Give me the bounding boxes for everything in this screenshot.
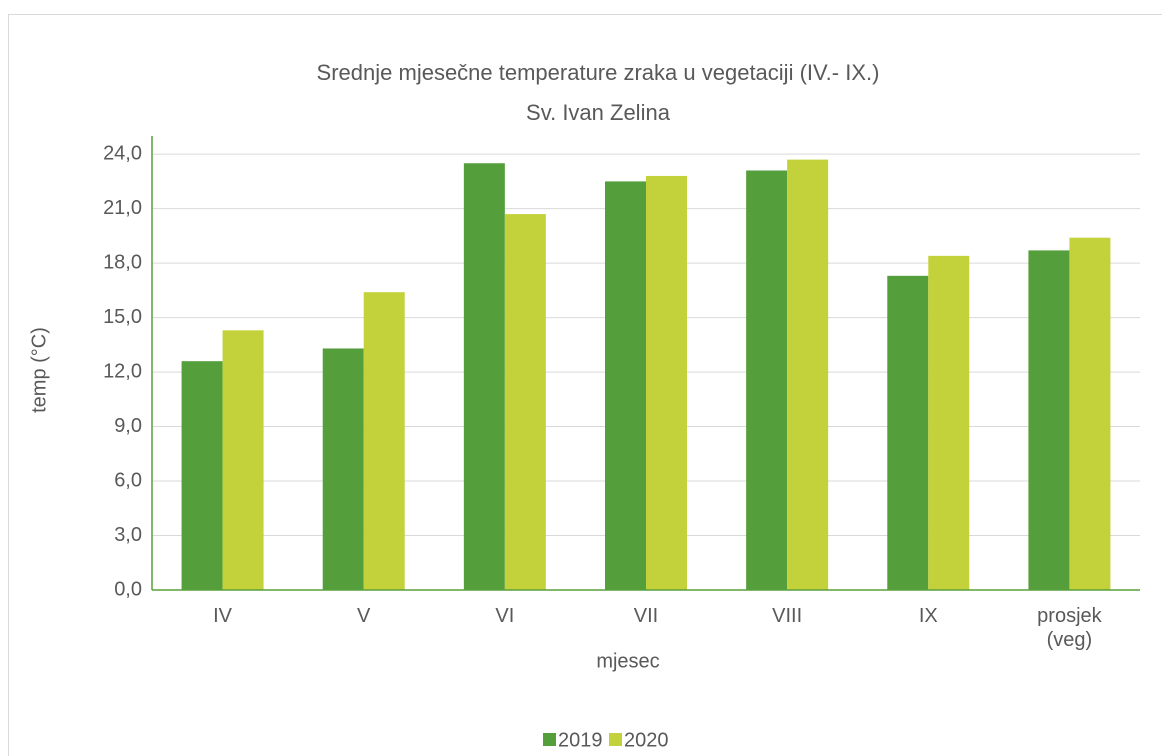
bar <box>463 163 505 591</box>
y-tick-label: 6,0 <box>114 469 142 491</box>
y-tick-label: 3,0 <box>114 524 142 546</box>
x-tick-label: IV <box>213 605 233 627</box>
bar <box>322 348 364 590</box>
y-tick-label: 9,0 <box>114 415 142 437</box>
y-tick-label: 15,0 <box>103 306 142 328</box>
bar <box>787 159 829 590</box>
legend-swatch <box>609 733 622 746</box>
bar <box>222 330 264 590</box>
bar <box>1069 237 1111 591</box>
bar <box>504 214 546 590</box>
x-tick-label: VI <box>495 605 515 627</box>
x-tick-label: VII <box>633 605 659 627</box>
x-axis-label: mjesec <box>596 650 659 672</box>
y-tick-label: 0,0 <box>114 578 142 600</box>
legend-label: 2020 <box>624 729 669 751</box>
y-tick-label: 12,0 <box>103 360 142 382</box>
bar <box>646 175 687 590</box>
bar <box>181 361 223 590</box>
bar <box>746 170 788 590</box>
x-tick-label: IX <box>918 605 938 627</box>
legend-swatch <box>543 733 556 746</box>
y-tick-label: 24,0 <box>103 142 142 164</box>
y-tick-label: 18,0 <box>103 251 142 273</box>
bar <box>605 181 646 590</box>
y-tick-label: 21,0 <box>103 197 142 219</box>
bar <box>363 292 405 590</box>
y-axis-label: temp (°C) <box>28 327 50 413</box>
x-tick-label: V <box>357 605 371 627</box>
bar <box>1028 250 1070 590</box>
x-tick-label: VIII <box>772 605 803 627</box>
chart-subtitle: Sv. Ivan Zelina <box>526 100 671 125</box>
x-tick-label: prosjek (veg) <box>1037 605 1102 651</box>
legend-label: 2019 <box>558 729 603 751</box>
bar <box>887 275 929 590</box>
chart-frame <box>8 14 1162 756</box>
bar <box>928 255 970 590</box>
chart-title: Srednje mjesečne temperature zraka u veg… <box>317 60 880 85</box>
